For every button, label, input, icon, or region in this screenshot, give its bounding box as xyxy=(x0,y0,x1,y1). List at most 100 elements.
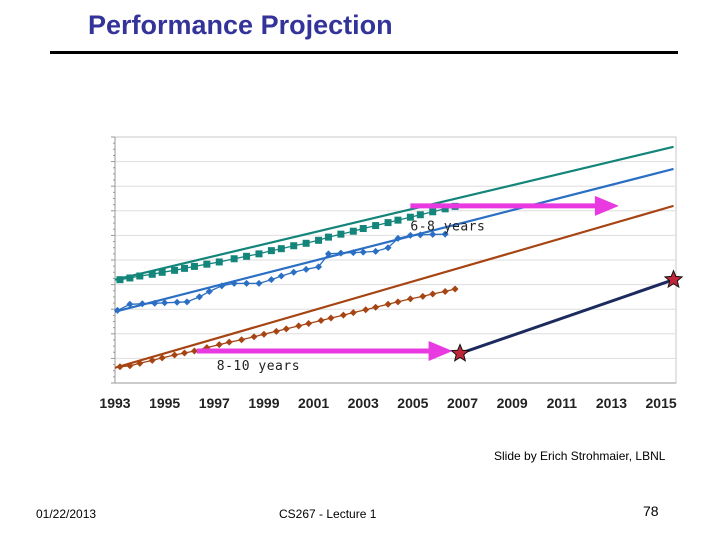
data-point xyxy=(277,245,285,253)
data-point xyxy=(372,303,380,311)
data-point xyxy=(230,279,238,287)
data-point xyxy=(372,222,380,230)
data-point xyxy=(441,230,449,238)
data-point xyxy=(126,274,134,282)
data-point xyxy=(372,247,380,255)
data-point xyxy=(225,338,233,346)
annotation-label: 6-8 years xyxy=(410,219,485,234)
data-point xyxy=(429,230,437,238)
data-point xyxy=(218,282,226,290)
data-point xyxy=(441,205,449,213)
annotation-label: 8-10 years xyxy=(217,359,300,374)
data-point xyxy=(243,279,251,287)
data-point xyxy=(419,292,427,300)
data-point xyxy=(416,231,424,239)
x-tick-label: 2015 xyxy=(646,395,677,411)
x-tick-label: 2011 xyxy=(547,395,578,411)
data-point xyxy=(181,264,189,272)
data-point xyxy=(290,242,298,250)
data-point xyxy=(173,298,181,306)
footer-course: CS267 - Lecture 1 xyxy=(279,507,377,521)
data-point xyxy=(406,231,414,239)
data-point xyxy=(243,252,251,260)
data-point xyxy=(158,354,166,362)
data-point xyxy=(406,295,414,303)
page-title: Performance Projection xyxy=(88,10,393,40)
data-point xyxy=(260,330,268,338)
slide-credit: Slide by Erich Strohmaier, LBNL xyxy=(494,449,666,463)
data-point xyxy=(315,263,323,271)
data-point xyxy=(282,325,290,333)
data-point xyxy=(359,248,367,256)
x-tick-label: 2013 xyxy=(596,395,627,411)
data-point xyxy=(349,309,357,317)
data-point xyxy=(126,300,134,308)
data-point xyxy=(161,299,169,307)
trend-line-1 xyxy=(114,167,674,313)
data-point xyxy=(151,299,159,307)
data-point xyxy=(337,230,345,238)
x-tick-label: 1993 xyxy=(99,395,130,411)
data-point xyxy=(190,347,198,355)
data-point xyxy=(215,258,223,266)
x-tick-label: 1995 xyxy=(149,395,180,411)
x-tick-label: 2003 xyxy=(348,395,379,411)
star-marker xyxy=(663,269,684,289)
data-point xyxy=(183,298,191,306)
data-point xyxy=(290,268,298,276)
data-point xyxy=(362,306,370,314)
data-point xyxy=(451,285,459,293)
x-tick-label: 2007 xyxy=(447,395,478,411)
data-point xyxy=(359,225,367,233)
trend-line-3 xyxy=(459,278,675,355)
annotation-arrow-head xyxy=(594,195,619,216)
annotation-arrow-head xyxy=(428,341,453,362)
data-point xyxy=(324,233,332,241)
data-point xyxy=(339,311,347,319)
data-point xyxy=(255,250,263,258)
data-point xyxy=(384,300,392,308)
data-point xyxy=(215,341,223,349)
data-point xyxy=(267,247,275,255)
data-point xyxy=(272,327,280,335)
data-point xyxy=(148,270,156,278)
data-point xyxy=(113,306,121,314)
star-marker xyxy=(450,343,470,362)
title-divider xyxy=(50,51,678,54)
data-point xyxy=(203,260,211,268)
data-point xyxy=(349,227,357,235)
data-point xyxy=(302,265,310,273)
data-point xyxy=(315,236,323,244)
data-point xyxy=(317,317,325,325)
data-point xyxy=(295,322,303,330)
data-point xyxy=(394,234,402,242)
data-point xyxy=(190,262,198,270)
data-point xyxy=(429,208,437,216)
data-point xyxy=(136,272,144,280)
data-point xyxy=(327,314,335,322)
data-point xyxy=(238,336,246,344)
data-point xyxy=(195,293,203,301)
data-point xyxy=(171,266,179,274)
x-tick-label: 1997 xyxy=(199,395,230,411)
data-point xyxy=(441,287,449,295)
data-point xyxy=(171,351,179,359)
data-point xyxy=(116,276,124,284)
data-point xyxy=(138,300,146,308)
data-point xyxy=(384,219,392,227)
footer-date: 01/22/2013 xyxy=(36,507,97,521)
data-point xyxy=(116,363,124,371)
data-point xyxy=(324,250,332,258)
data-point xyxy=(148,356,156,364)
data-point xyxy=(384,244,392,252)
data-point xyxy=(255,279,263,287)
data-point xyxy=(349,249,357,257)
data-point xyxy=(136,359,144,367)
data-point xyxy=(250,333,258,341)
trend-line-2 xyxy=(114,204,674,369)
data-point xyxy=(205,287,213,295)
data-point xyxy=(305,319,313,327)
data-point xyxy=(394,298,402,306)
data-point xyxy=(416,211,424,219)
